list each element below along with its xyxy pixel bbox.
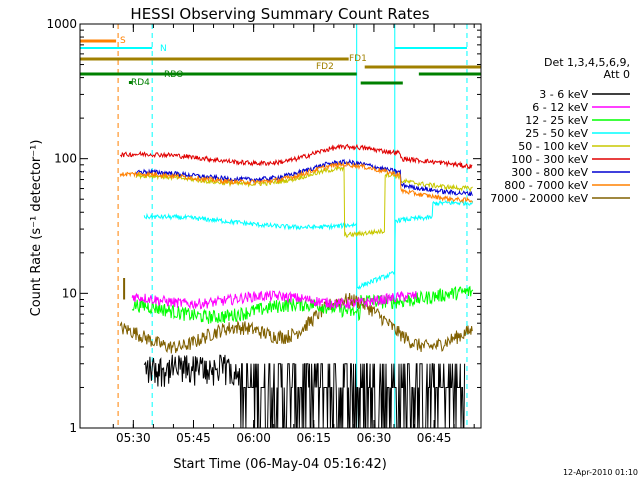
series-line-7000-20000-kev <box>119 293 473 354</box>
legend-label: 12 - 25 keV <box>525 114 588 127</box>
legend-label: 800 - 7000 keV <box>504 179 588 192</box>
timestamp: 12-Apr-2010 01:10 <box>563 468 638 477</box>
legend-label: 3 - 6 keV <box>539 88 588 101</box>
legend-label: 25 - 50 keV <box>525 127 588 140</box>
y-tick-label: 100 <box>54 152 77 166</box>
plot-frame <box>79 23 482 429</box>
series-line-100-300-kev <box>120 143 473 170</box>
y-tick-label: 1000 <box>46 17 77 31</box>
series-line-6-12-kev <box>131 290 417 310</box>
y-tick-label: 1 <box>69 421 77 435</box>
x-tick-label: 06:45 <box>417 431 452 445</box>
legend-label: 50 - 100 keV <box>518 140 588 153</box>
legend-label: 6 - 12 keV <box>532 101 588 114</box>
chart-title: HESSI Observing Summary Count Rates <box>130 5 429 23</box>
flag-label-s: S <box>120 36 126 46</box>
x-tick-label: 05:30 <box>116 431 151 445</box>
legend-label: 300 - 800 keV <box>511 166 588 179</box>
flag-label-rbo: RBO <box>164 70 183 80</box>
rbo-flag-dot <box>128 81 132 84</box>
x-axis-label: Start Time (06-May-04 05:16:42) <box>173 457 387 472</box>
series-line-25-50-kev <box>143 199 474 290</box>
x-tick-label: 06:15 <box>296 431 331 445</box>
flag-label-fd2: FD2 <box>316 62 334 72</box>
x-tick-label: 06:00 <box>236 431 271 445</box>
legend-label: 100 - 300 keV <box>511 153 588 166</box>
legend-title-attenuator: Att 0 <box>604 68 630 81</box>
flag-label-n: N <box>160 44 167 54</box>
series-line-300-800-kev <box>135 158 473 197</box>
x-tick-label: 05:45 <box>176 431 211 445</box>
legend-title-detectors: Det 1,3,4,5,6,9, <box>544 56 630 69</box>
legend-label: 7000 - 20000 keV <box>490 192 588 205</box>
y-tick-label: 10 <box>62 286 77 300</box>
flag-label-rd4: RD4 <box>131 78 150 88</box>
series-line-800-7000-kev <box>119 160 473 205</box>
y-axis-label: Count Rate (s⁻¹ detector⁻¹) <box>29 140 44 317</box>
x-tick-label: 06:30 <box>357 431 392 445</box>
flag-label-fd1: FD1 <box>349 54 367 64</box>
